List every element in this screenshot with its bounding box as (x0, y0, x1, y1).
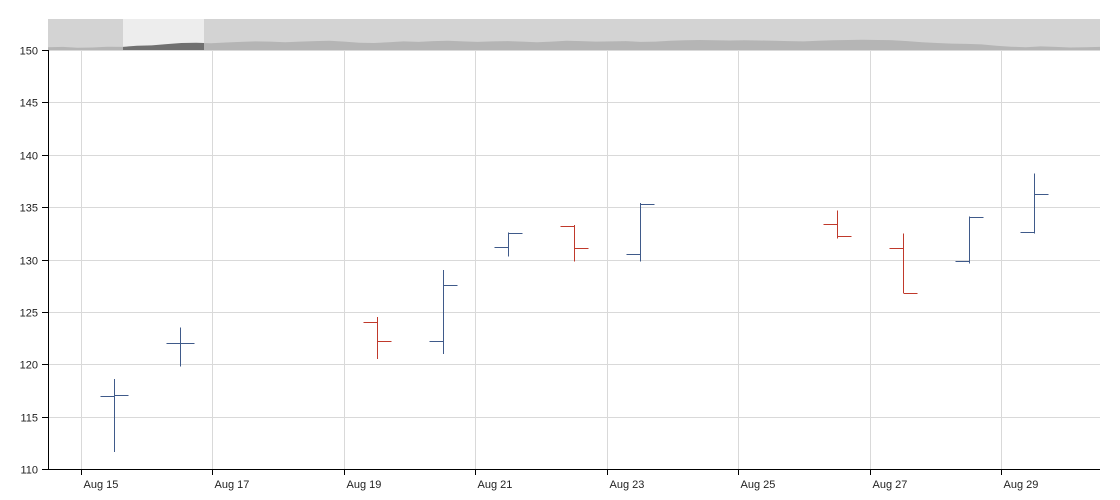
ohlc-bar (1020, 173, 1049, 234)
y-tick-label: 115 (20, 413, 38, 425)
x-tick-label: Aug 19 (347, 479, 382, 491)
x-tick-label: Aug 21 (478, 479, 513, 491)
ohlc-bar (626, 202, 655, 262)
x-tick-label: Aug 23 (610, 479, 645, 491)
x-tick-label: Aug 15 (84, 479, 119, 491)
ohlc-bar (100, 378, 129, 453)
y-tick-label: 145 (20, 98, 38, 110)
ohlc-bar (363, 317, 392, 360)
y-tick-label: 140 (20, 151, 38, 163)
range-navigator[interactable] (48, 19, 1100, 50)
y-tick-label: 130 (20, 256, 38, 268)
ohlc-bar (823, 210, 852, 239)
ohlc-bar (560, 224, 589, 262)
ohlc-bar (166, 327, 195, 367)
ohlc-bar (889, 233, 918, 294)
ohlc-bars (100, 173, 1049, 453)
ohlc-bar (494, 232, 523, 257)
y-tick-label: 135 (20, 203, 38, 215)
x-tick-label: Aug 25 (741, 479, 776, 491)
x-tick-label: Aug 17 (215, 479, 250, 491)
y-tick-label: 120 (20, 360, 38, 372)
y-tick-label: 125 (20, 308, 38, 320)
vertical-gridlines (81, 50, 1002, 469)
x-tick-label: Aug 27 (873, 479, 908, 491)
y-axis-ticks: 110 115 120 125 130 135 140 145 150 (20, 46, 48, 477)
ohlc-bar (955, 216, 984, 264)
ohlc-bar (429, 269, 458, 354)
y-tick-label: 110 (20, 465, 38, 477)
x-axis-ticks: Aug 15 Aug 17 Aug 19 Aug 21 Aug 23 Aug 25 Aug … (81, 469, 1039, 491)
navigator-area (48, 39, 1100, 50)
y-tick-label: 150 (20, 46, 38, 58)
navigator-selection-area (123, 42, 204, 50)
axes (48, 50, 1100, 470)
x-tick-label: Aug 29 (1004, 479, 1039, 491)
